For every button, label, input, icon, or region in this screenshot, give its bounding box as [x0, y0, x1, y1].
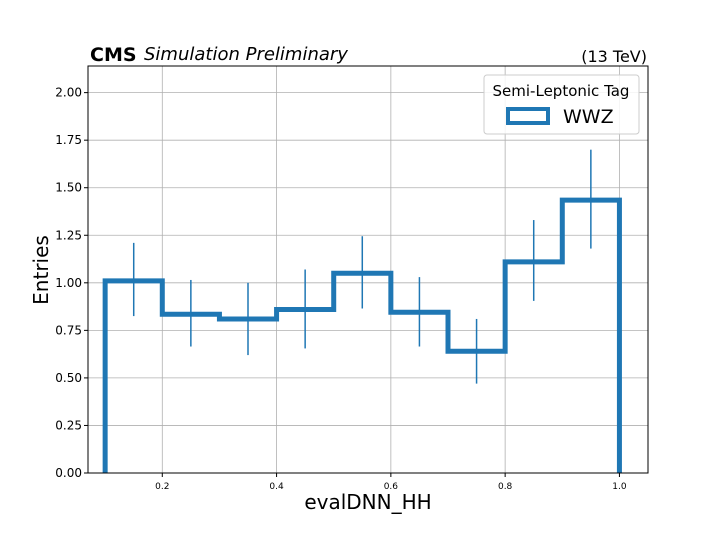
y-tick-label-6: 1.50 — [55, 181, 82, 195]
y-tick-label-3: 0.75 — [55, 323, 82, 337]
legend-box — [483, 74, 640, 135]
x-tick-label-1: 0.4 — [269, 482, 284, 492]
y-tick-label-5: 1.25 — [55, 228, 82, 242]
legend: Semi-Leptonic Tag WWZ — [483, 74, 640, 135]
legend-entry-wwz: WWZ — [563, 106, 614, 128]
x-tick-label-3: 0.8 — [498, 482, 513, 492]
x-tick-label-4: 1.0 — [612, 482, 627, 492]
x-axis-label: evalDNN_HH — [304, 490, 431, 514]
y-tick-label-4: 1.00 — [55, 276, 82, 290]
status-label: Simulation Preliminary — [144, 44, 348, 65]
legend-swatch — [506, 107, 550, 125]
y-tick-label-7: 1.75 — [55, 133, 82, 147]
y-tick-label-2: 0.50 — [55, 371, 82, 385]
legend-title: Semi-Leptonic Tag — [493, 82, 630, 100]
error-bars — [132, 149, 592, 384]
y-axis-ticks: 0.00 0.25 0.50 0.75 1.00 1.25 1.50 1.75 2.00 — [55, 86, 88, 480]
energy-label: (13 TeV) — [581, 47, 647, 66]
y-tick-label-0: 0.00 — [55, 466, 82, 480]
experiment-label: CMS — [90, 44, 137, 66]
y-tick-label-8: 2.00 — [55, 86, 82, 100]
plot-frame — [87, 65, 649, 474]
y-axis-label: Entries — [29, 235, 53, 305]
x-axis-ticks: 0.2 0.4 0.6 0.8 1.0 — [155, 473, 627, 492]
x-tick-label-2: 0.6 — [384, 482, 399, 492]
x-tick-label-0: 0.2 — [155, 482, 169, 492]
y-tick-label-1: 0.25 — [55, 418, 82, 432]
